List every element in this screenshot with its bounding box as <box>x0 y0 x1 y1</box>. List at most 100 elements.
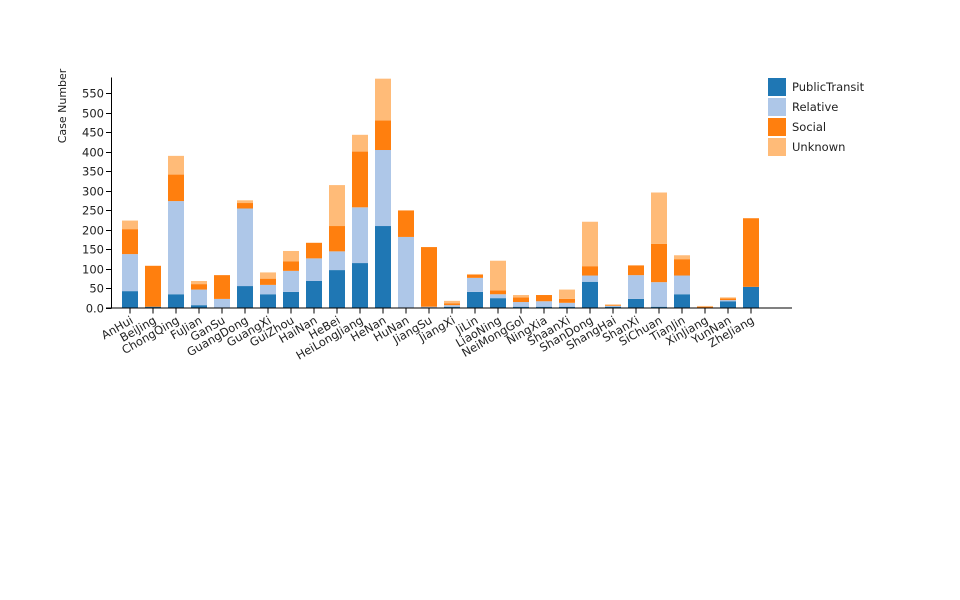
bar-segment-publictransit <box>536 306 552 308</box>
bar-segment-unknown <box>674 255 690 260</box>
bar-segment-publictransit <box>329 270 345 308</box>
bar-segment-unknown <box>168 155 184 175</box>
bar-segment-social <box>214 275 230 299</box>
bar-segment-social <box>743 218 759 287</box>
bar-segment-relative <box>237 208 253 287</box>
bar-segment-relative <box>720 300 736 302</box>
bar-stack <box>651 192 667 308</box>
bar-segment-publictransit <box>582 281 598 308</box>
bar-segment-social <box>306 242 322 259</box>
bar-segment-publictransit <box>720 301 736 308</box>
bar-stack <box>191 280 207 308</box>
bar-stack <box>559 289 575 308</box>
bar-segment-unknown <box>122 220 138 230</box>
bar-segment-publictransit <box>674 294 690 308</box>
bar-segment-relative <box>352 207 368 264</box>
bar-segment-social <box>628 265 644 276</box>
bar-segment-social <box>467 274 483 278</box>
bar-segment-social <box>283 261 299 271</box>
legend-swatch <box>768 78 786 96</box>
y-tick-label: 300 <box>82 185 104 199</box>
bar-segment-social <box>329 226 345 252</box>
legend-item: Unknown <box>768 138 845 156</box>
y-axis: 0.0 50 100 150 200 250 300 350 400 450 500 550 <box>82 77 112 316</box>
bar-segment-publictransit <box>168 294 184 308</box>
legend: PublicTransit Relative Social Unknown <box>768 78 865 156</box>
bar-stack <box>605 304 621 308</box>
bar-segment-social <box>513 297 529 303</box>
bar-segment-unknown <box>490 260 506 291</box>
bar-segment-relative <box>490 294 506 299</box>
bar-stack <box>720 297 736 308</box>
legend-swatch <box>768 118 786 136</box>
bar-segment-publictransit <box>191 305 207 308</box>
bar-segment-social <box>559 298 575 303</box>
bar-segment-unknown <box>582 221 598 267</box>
bar-segment-unknown <box>444 300 460 304</box>
bar-segment-publictransit <box>490 298 506 308</box>
y-axis-title: Case Number <box>56 68 69 143</box>
legend-swatch <box>768 138 786 156</box>
bar-segment-social <box>674 259 690 276</box>
bar-stack <box>444 300 460 308</box>
bar-stack <box>536 295 552 308</box>
bar-segment-relative <box>398 236 414 308</box>
y-tick-label: 550 <box>82 87 104 101</box>
bar-segment-social <box>375 120 391 151</box>
bar-stack <box>352 134 368 308</box>
bar-segment-social <box>536 295 552 302</box>
bar-segment-publictransit <box>467 291 483 308</box>
bar-segment-relative <box>444 305 460 307</box>
bar-segment-social <box>168 174 184 202</box>
bar-segment-relative <box>283 270 299 292</box>
bar-segment-unknown <box>720 297 736 299</box>
bar-stack <box>145 265 161 308</box>
bar-segment-unknown <box>513 295 529 298</box>
legend-item: PublicTransit <box>768 78 865 96</box>
x-axis: AnHuiBeiJingChongQingFuJianGanSuGuangDon… <box>99 307 792 363</box>
bar-segment-publictransit <box>559 306 575 308</box>
bar-segment-relative <box>582 275 598 282</box>
bar-stack <box>329 185 345 308</box>
bar-stack <box>582 221 598 308</box>
legend-label: Social <box>792 120 826 134</box>
bar-segment-relative <box>421 306 437 308</box>
bar-segment-publictransit <box>513 306 529 308</box>
bar-stack <box>513 295 529 308</box>
bar-stack <box>628 265 644 308</box>
y-tick-label: 0.0 <box>86 302 104 316</box>
bar-segment-publictransit <box>145 306 161 308</box>
bar-segment-publictransit <box>122 291 138 308</box>
y-tick-label: 150 <box>82 243 104 257</box>
y-tick-label: 400 <box>82 146 104 160</box>
bar-stack <box>375 78 391 308</box>
bar-segment-publictransit <box>743 286 759 308</box>
bar-segment-social <box>697 306 713 308</box>
bar-stack <box>743 218 759 308</box>
bar-stack <box>214 275 230 308</box>
bar-segment-unknown <box>352 134 368 152</box>
bar-segment-unknown <box>191 280 207 285</box>
bar-segment-publictransit <box>260 294 276 308</box>
bar-segment-relative <box>674 275 690 295</box>
legend-label: Relative <box>792 100 838 114</box>
bar-stack <box>260 272 276 308</box>
legend-label: Unknown <box>792 140 845 154</box>
legend-item: Relative <box>768 98 838 116</box>
bar-segment-relative <box>605 305 621 307</box>
bar-segment-publictransit <box>283 291 299 308</box>
bar-segment-unknown <box>559 289 575 299</box>
bar-stack <box>283 250 299 308</box>
bar-segment-relative <box>329 251 345 271</box>
bar-segment-social <box>651 243 667 283</box>
bar-segment-unknown <box>237 200 253 204</box>
bar-segment-social <box>145 265 161 307</box>
bar-segment-relative <box>559 302 575 307</box>
bar-segment-publictransit <box>375 226 391 308</box>
bar-segment-relative <box>536 301 552 307</box>
bar-stack <box>467 273 483 308</box>
bar-segment-publictransit <box>444 306 460 308</box>
bar-segment-social <box>191 284 207 290</box>
bar-segment-unknown <box>329 185 345 227</box>
